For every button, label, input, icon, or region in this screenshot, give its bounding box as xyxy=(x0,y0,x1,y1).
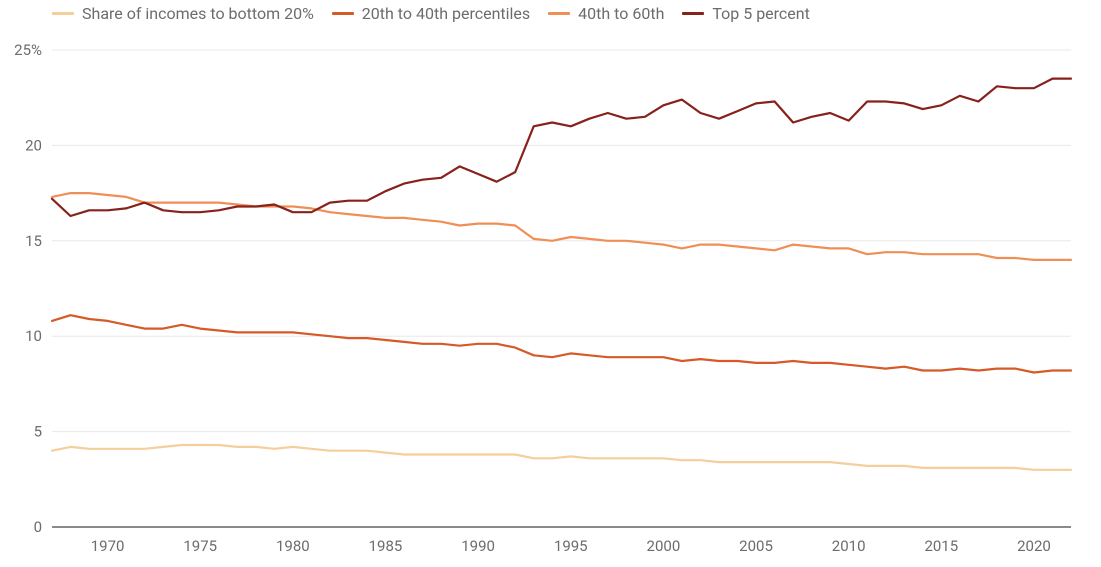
legend-label-top5: Top 5 percent xyxy=(712,4,809,23)
x-tick-label: 2010 xyxy=(832,537,866,555)
x-tick-label: 2005 xyxy=(739,537,773,555)
series-line-bottom20 xyxy=(52,445,1071,470)
series-line-p40_60 xyxy=(52,193,1071,260)
legend-label-p20_40: 20th to 40th percentiles xyxy=(362,4,530,23)
x-tick-label: 2015 xyxy=(924,537,958,555)
legend-swatch-p20_40 xyxy=(332,12,354,15)
y-tick-label: 0 xyxy=(34,518,42,536)
legend-item-bottom20: Share of incomes to bottom 20% xyxy=(52,4,314,23)
legend-swatch-bottom20 xyxy=(52,12,74,15)
y-tick-label: 20 xyxy=(25,136,42,154)
x-tick-label: 2000 xyxy=(647,537,681,555)
legend-label-p40_60: 40th to 60th xyxy=(578,4,664,23)
series-line-p20_40 xyxy=(52,315,1071,372)
x-tick-label: 1980 xyxy=(276,537,310,555)
series-line-top5 xyxy=(52,79,1071,216)
y-tick-label: 25% xyxy=(14,41,42,59)
legend-swatch-p40_60 xyxy=(548,12,570,15)
x-tick-label: 1995 xyxy=(554,537,588,555)
y-tick-label: 5 xyxy=(34,423,42,441)
legend-item-top5: Top 5 percent xyxy=(682,4,809,23)
legend-item-p40_60: 40th to 60th xyxy=(548,4,664,23)
x-tick-label: 1990 xyxy=(461,537,495,555)
legend-item-p20_40: 20th to 40th percentiles xyxy=(332,4,530,23)
x-tick-label: 1970 xyxy=(91,537,125,555)
legend-label-bottom20: Share of incomes to bottom 20% xyxy=(82,4,314,23)
y-tick-label: 15 xyxy=(25,232,42,250)
x-tick-label: 1985 xyxy=(369,537,403,555)
legend-swatch-top5 xyxy=(682,12,704,15)
x-tick-label: 1975 xyxy=(183,537,217,555)
y-tick-label: 10 xyxy=(25,327,42,345)
chart-legend: Share of incomes to bottom 20% 20th to 40… xyxy=(52,4,1071,23)
chart-plot-area: 0 5 10 15 20 25% 1970 1975 1980 1985 1990 1995 2000 2… xyxy=(0,30,1101,567)
income-share-chart: Share of incomes to bottom 20% 20th to 40… xyxy=(0,0,1101,567)
x-tick-label: 2020 xyxy=(1017,537,1051,555)
